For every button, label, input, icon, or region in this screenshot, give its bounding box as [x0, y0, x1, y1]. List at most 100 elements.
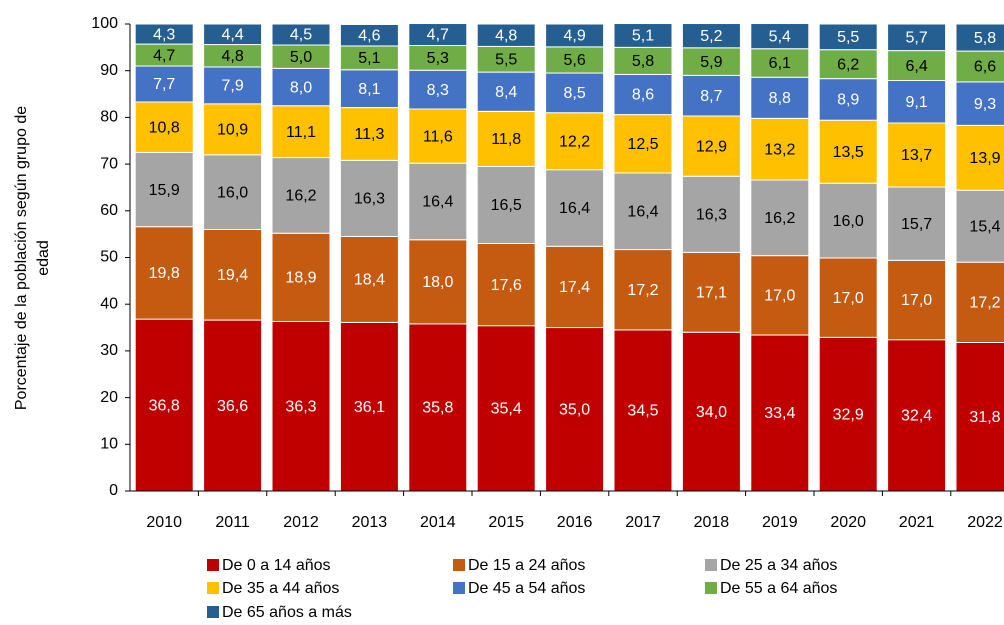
value-label: 34,0	[696, 404, 727, 421]
bar-segment	[339, 159, 399, 237]
value-label: 11,3	[354, 126, 384, 143]
bar-segment	[887, 186, 947, 261]
bar-segment	[545, 245, 605, 329]
value-label: 16,0	[833, 213, 864, 230]
y-tick-label: 10	[100, 436, 118, 453]
bar-segment	[545, 72, 605, 114]
legend-swatch	[705, 559, 717, 571]
bar-segment	[750, 179, 810, 257]
value-label: 13,2	[764, 141, 795, 158]
bar-segment	[271, 23, 331, 46]
y-tick-label: 100	[91, 15, 118, 32]
value-label: 5,7	[905, 30, 927, 47]
bar-segment	[681, 175, 741, 253]
bar-segment	[818, 119, 878, 184]
y-tick-label: 30	[100, 342, 118, 359]
bar-segment	[887, 122, 947, 188]
value-label: 9,1	[905, 94, 927, 111]
bar-segment	[750, 23, 810, 50]
bar-segment	[271, 320, 331, 492]
bar-segment	[887, 80, 947, 124]
value-label: 19,8	[149, 265, 180, 282]
bar-segment	[613, 249, 673, 331]
value-label: 7,7	[153, 76, 175, 93]
bar-segment	[408, 162, 468, 241]
value-label: 18,4	[354, 272, 385, 289]
value-label: 4,8	[495, 27, 517, 44]
bar-segment	[613, 23, 673, 48]
value-label: 4,8	[221, 48, 243, 65]
value-label: 32,4	[901, 408, 932, 425]
bar-segment	[476, 242, 536, 327]
x-tick-label: 2011	[215, 514, 250, 531]
value-label: 33,4	[764, 405, 795, 422]
value-label: 16,4	[422, 194, 453, 211]
bar-segment	[203, 228, 263, 321]
value-label: 17,2	[969, 295, 1000, 312]
legend-swatch	[207, 582, 219, 594]
value-label: 16,2	[285, 188, 316, 205]
bar-segment	[203, 23, 263, 46]
bar-segment	[818, 23, 878, 51]
value-label: 11,6	[423, 128, 453, 145]
y-tick-label: 60	[100, 202, 118, 219]
bar-segment	[613, 73, 673, 116]
x-tick-label: 2019	[762, 514, 798, 531]
bar-segment	[955, 23, 1004, 52]
bar-segment	[271, 105, 331, 159]
y-tick-label: 20	[100, 389, 118, 406]
value-label: 8,3	[427, 82, 449, 99]
value-label: 6,2	[837, 56, 859, 73]
bar-segment	[818, 182, 878, 259]
value-label: 36,1	[354, 399, 385, 416]
value-label: 16,3	[696, 207, 727, 224]
value-label: 5,5	[495, 51, 517, 68]
bar-segment	[681, 23, 741, 49]
bar-segment	[681, 74, 741, 117]
value-label: 15,4	[969, 218, 1000, 235]
bar-segment	[545, 46, 605, 74]
legend-swatch	[453, 559, 465, 571]
value-label: 10,8	[149, 119, 180, 136]
value-label: 35,4	[491, 401, 522, 418]
value-label: 17,6	[491, 277, 522, 294]
x-tick-label: 2014	[420, 514, 456, 531]
value-label: 5,8	[974, 30, 996, 47]
value-label: 8,4	[495, 84, 517, 101]
value-label: 11,8	[491, 131, 521, 148]
value-label: 12,2	[559, 133, 590, 150]
value-label: 34,5	[627, 403, 658, 420]
bar-segment	[271, 232, 331, 322]
bar-segment	[955, 81, 1004, 126]
bar-segment	[545, 327, 605, 492]
value-label: 17,0	[833, 290, 864, 307]
value-label: 8,8	[769, 90, 791, 107]
value-label: 16,0	[217, 184, 248, 201]
bar-segment	[339, 321, 399, 492]
value-label: 8,6	[632, 87, 654, 104]
bar-segment	[750, 255, 810, 336]
value-label: 4,3	[153, 26, 175, 43]
bar-segment	[408, 44, 468, 71]
value-label: 9,3	[974, 96, 996, 113]
value-label: 8,5	[563, 85, 585, 102]
value-label: 32,9	[833, 406, 864, 423]
bar-segment	[955, 189, 1004, 263]
x-tick-label: 2012	[283, 514, 319, 531]
legend-swatch	[207, 559, 219, 571]
y-axis-label: edad	[35, 240, 52, 276]
x-tick-label: 2020	[830, 514, 866, 531]
legend-swatch	[453, 582, 465, 594]
value-label: 35,8	[422, 400, 453, 417]
value-label: 15,9	[149, 182, 180, 199]
value-label: 11,1	[286, 124, 316, 141]
bar-segment	[134, 65, 194, 103]
x-tick-label: 2022	[967, 514, 1003, 531]
value-label: 7,9	[221, 78, 243, 95]
value-label: 6,4	[905, 58, 927, 75]
value-label: 17,1	[696, 285, 727, 302]
value-label: 4,6	[358, 27, 380, 44]
value-label: 13,5	[833, 144, 864, 161]
legend-swatch	[207, 606, 219, 618]
x-tick-label: 2016	[557, 514, 593, 531]
